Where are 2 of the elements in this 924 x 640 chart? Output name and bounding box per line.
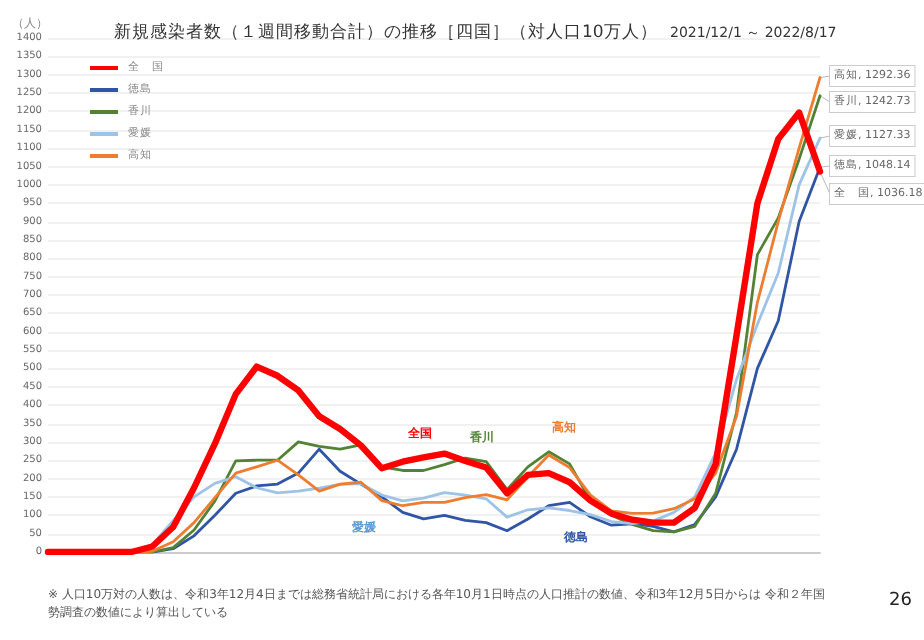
chart-title: 新規感染者数（１週間移動合計）の推移［四国］（対人口10万人） [114, 21, 658, 43]
text: 26 [889, 591, 913, 611]
